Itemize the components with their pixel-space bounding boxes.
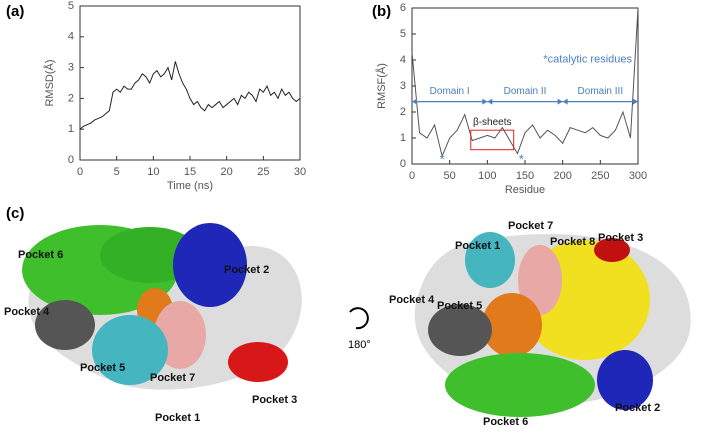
- pocket-label: Pocket 5: [80, 362, 125, 374]
- y-tick-label: 2: [68, 92, 74, 104]
- pocket-surface: [445, 353, 595, 417]
- pocket-label: Pocket 3: [252, 394, 297, 406]
- pocket-label: Pocket 4: [389, 294, 435, 306]
- pocket-surface: [482, 293, 542, 357]
- y-tick-label: 0: [400, 158, 406, 170]
- pocket-label: Pocket 3: [598, 232, 643, 244]
- line-series: [79, 61, 301, 130]
- x-tick-label: 100: [478, 170, 496, 182]
- x-tick-label: 0: [409, 170, 415, 182]
- pocket-label: Pocket 6: [18, 249, 63, 261]
- pocket-label: Pocket 7: [150, 372, 195, 384]
- domain-label: Domain II: [504, 86, 547, 97]
- y-tick-label: 5: [400, 28, 406, 40]
- x-tick-label: 300: [629, 170, 647, 182]
- panel-label: (c): [6, 205, 24, 222]
- y-tick-label: 3: [68, 62, 74, 74]
- x-tick-label: 250: [591, 170, 609, 182]
- line-series: [411, 7, 639, 158]
- y-tick-label: 1: [400, 132, 406, 144]
- y-tick-label: 4: [68, 31, 74, 43]
- x-tick-label: 150: [516, 170, 534, 182]
- y-tick-label: 0: [68, 154, 74, 166]
- panel-label: (a): [6, 3, 24, 20]
- pocket-surface: [173, 223, 247, 307]
- pocket-surface: [465, 232, 515, 288]
- y-tick-label: 2: [400, 106, 406, 118]
- pocket-label: Pocket 6: [483, 416, 528, 428]
- x-tick-label: 0: [77, 166, 83, 178]
- pocket-label: Pocket 4: [4, 306, 50, 318]
- pocket-label: Pocket 8: [550, 236, 595, 248]
- pocket-surface: [518, 245, 562, 315]
- x-tick-label: 50: [444, 170, 456, 182]
- plot-frame: [79, 5, 301, 161]
- pocket-label: Pocket 5: [437, 300, 482, 312]
- pocket-surface: [228, 342, 288, 382]
- domain-label: Domain I: [430, 86, 470, 97]
- x-tick-label: 30: [294, 166, 306, 178]
- y-tick-label: 6: [400, 2, 406, 14]
- rotation-label: 180°: [348, 339, 371, 351]
- x-tick-label: 20: [221, 166, 233, 178]
- catalytic-star: *: [519, 151, 524, 166]
- beta-label: β-sheets: [473, 117, 512, 128]
- panel-c: (c) 180°: [6, 205, 691, 417]
- panel-label: (b): [372, 3, 391, 20]
- y-tick-label: 3: [400, 80, 406, 92]
- x-tick-label: 15: [184, 166, 196, 178]
- y-axis-label: RMSF(Å): [375, 63, 388, 109]
- x-axis-label: Residue: [505, 184, 545, 196]
- pocket-surface: [597, 350, 653, 410]
- pocket-label: Pocket 7: [508, 220, 553, 232]
- annotation-note: *catalytic residues: [543, 54, 632, 66]
- x-tick-label: 10: [147, 166, 159, 178]
- catalytic-star: *: [440, 151, 445, 166]
- domain-label: Domain III: [578, 86, 624, 97]
- pocket-label: Pocket 2: [615, 402, 660, 414]
- pocket-surface: [35, 300, 95, 350]
- y-tick-label: 1: [68, 123, 74, 135]
- pocket-label: Pocket 1: [155, 412, 200, 424]
- pocket-surface: [428, 304, 492, 356]
- y-tick-label: 5: [68, 0, 74, 12]
- pocket-label: Pocket 1: [455, 240, 500, 252]
- x-tick-label: 200: [553, 170, 571, 182]
- beta-box: [470, 129, 515, 151]
- pocket-label: Pocket 2: [224, 264, 269, 276]
- x-axis-label: Time (ns): [167, 180, 213, 192]
- rotate-arrow: [349, 307, 369, 330]
- x-tick-label: 25: [257, 166, 269, 178]
- x-tick-label: 5: [114, 166, 120, 178]
- y-tick-label: 4: [400, 54, 406, 66]
- pocket-surface: [92, 315, 168, 385]
- y-axis-label: RMSD(Å): [43, 59, 56, 106]
- pocket-surface: [594, 238, 630, 262]
